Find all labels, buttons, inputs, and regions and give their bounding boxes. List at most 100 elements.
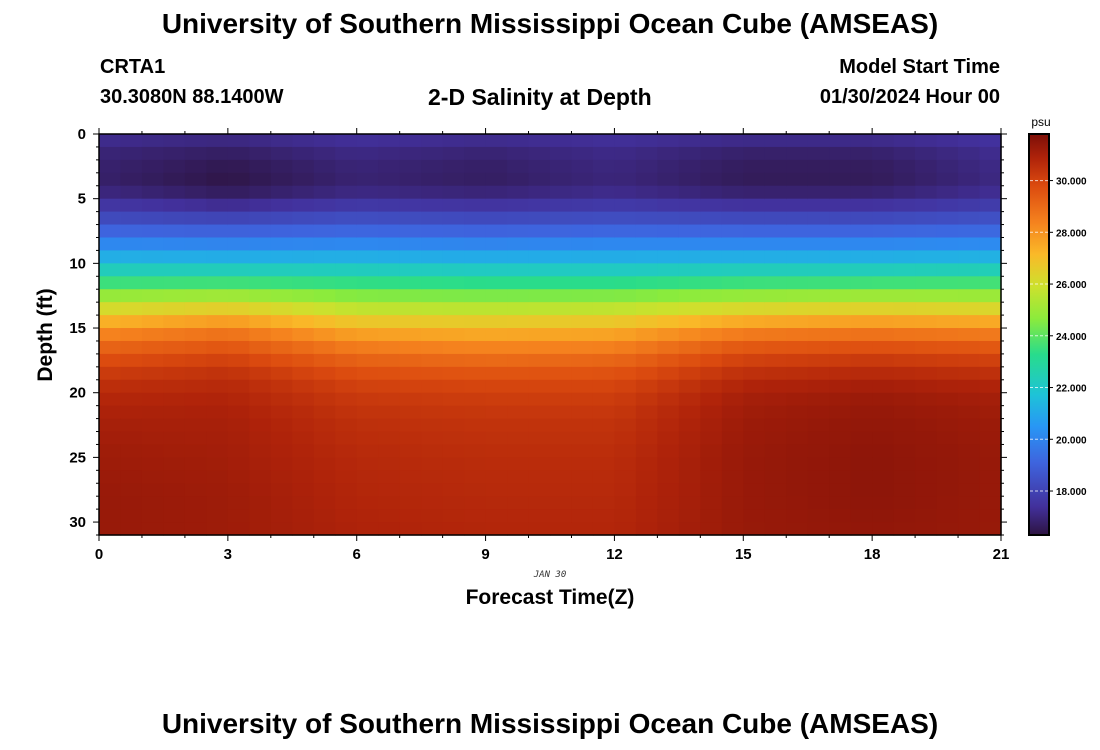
heatmap-cell	[313, 263, 336, 277]
heatmap-cell	[850, 444, 873, 458]
heatmap-cell	[829, 457, 852, 471]
heatmap-cell	[764, 211, 787, 226]
heatmap-cell	[249, 146, 272, 161]
heatmap-cell	[743, 302, 766, 316]
heatmap-cell	[979, 198, 1002, 213]
heatmap-cell	[829, 444, 852, 458]
heatmap-cell	[249, 328, 272, 342]
heatmap-cell	[893, 134, 916, 148]
heatmap-cell	[356, 315, 379, 329]
heatmap-cell	[786, 172, 809, 187]
heatmap-cell	[292, 302, 315, 316]
heatmap-cell	[206, 405, 229, 420]
heatmap-cell	[356, 159, 379, 174]
heatmap-cell	[743, 496, 766, 510]
heatmap-cell	[678, 237, 701, 252]
heatmap-cell	[936, 302, 959, 316]
heatmap-cell	[528, 418, 551, 433]
heatmap-cell	[550, 146, 573, 161]
heatmap-cell	[872, 146, 895, 161]
heatmap-cell	[807, 134, 830, 148]
heatmap-cell	[507, 470, 530, 484]
heatmap-cell	[184, 353, 207, 368]
heatmap-cell	[592, 250, 616, 264]
heatmap-cell	[979, 522, 1002, 536]
heatmap-cell	[485, 328, 508, 342]
heatmap-cell	[958, 353, 981, 368]
heatmap-cell	[786, 444, 809, 458]
heatmap-cell	[936, 315, 959, 329]
heatmap-cell	[120, 392, 143, 407]
heatmap-cell	[464, 302, 487, 316]
heatmap-cell	[657, 289, 680, 303]
heatmap-cell	[743, 379, 766, 394]
heatmap-cell	[635, 457, 658, 471]
heatmap-cell	[786, 159, 809, 174]
heatmap-cell	[206, 353, 229, 368]
heatmap-cell	[958, 185, 981, 200]
heatmap-cell	[829, 224, 852, 239]
heatmap-cell	[399, 250, 422, 264]
heatmap-cell	[528, 224, 551, 239]
heatmap-cell	[786, 522, 809, 536]
heatmap-cell	[850, 431, 873, 446]
heatmap-cell	[979, 224, 1002, 239]
heatmap-cell	[399, 315, 422, 329]
heatmap-cell	[743, 289, 766, 303]
heatmap-cell	[614, 509, 637, 523]
heatmap-cell	[850, 198, 873, 213]
heatmap-cell	[893, 172, 916, 187]
heatmap-cell	[120, 134, 143, 148]
heatmap-cell	[592, 353, 616, 368]
heatmap-cell	[743, 146, 766, 161]
heatmap-cell	[421, 211, 444, 226]
heatmap-cell	[464, 211, 487, 226]
heatmap-cell	[313, 224, 336, 239]
heatmap-cell	[721, 237, 744, 252]
heatmap-cell	[313, 405, 336, 420]
heatmap-cell	[313, 418, 336, 433]
heatmap-cell	[399, 263, 422, 277]
heatmap-cell	[743, 470, 766, 484]
heatmap-cell	[399, 302, 422, 316]
heatmap-cell	[356, 522, 379, 536]
heatmap-cell	[700, 405, 723, 420]
heatmap-cell	[893, 328, 916, 342]
heatmap-cell	[958, 483, 981, 497]
heatmap-cell	[592, 509, 616, 523]
heatmap-cell	[421, 185, 444, 200]
heatmap-cell	[378, 328, 401, 342]
heatmap-cell	[421, 405, 444, 420]
heatmap-cell	[399, 379, 422, 394]
heatmap-cell	[614, 340, 637, 355]
heatmap-cell	[507, 146, 530, 161]
heatmap-cell	[464, 509, 487, 523]
y-tick-label: 20	[69, 385, 86, 402]
heatmap-cell	[936, 146, 959, 161]
heatmap-cell	[206, 185, 229, 200]
heatmap-cell	[227, 263, 250, 277]
heatmap-cell	[464, 392, 487, 407]
heatmap-cell	[829, 366, 852, 381]
heatmap-cell	[442, 237, 465, 252]
heatmap-cell	[743, 522, 766, 536]
heatmap-cell	[721, 366, 744, 381]
heatmap-cell	[464, 237, 487, 252]
heatmap-cell	[163, 250, 186, 264]
heatmap-cell	[378, 146, 401, 161]
heatmap-cell	[464, 483, 487, 497]
heatmap-cell	[657, 276, 680, 290]
heatmap-cell	[678, 470, 701, 484]
model-start-time: 01/30/2024 Hour 00	[819, 86, 1000, 108]
heatmap-cell	[657, 379, 680, 394]
heatmap-cell	[120, 509, 143, 523]
heatmap-cell	[915, 366, 938, 381]
heatmap-cell	[292, 379, 315, 394]
heatmap-cell	[678, 198, 701, 213]
heatmap-cell	[592, 340, 616, 355]
heatmap-cell	[936, 509, 959, 523]
heatmap-cell	[464, 522, 487, 536]
heatmap-cell	[721, 276, 744, 290]
heatmap-cell	[442, 392, 465, 407]
heatmap-cell	[184, 522, 207, 536]
